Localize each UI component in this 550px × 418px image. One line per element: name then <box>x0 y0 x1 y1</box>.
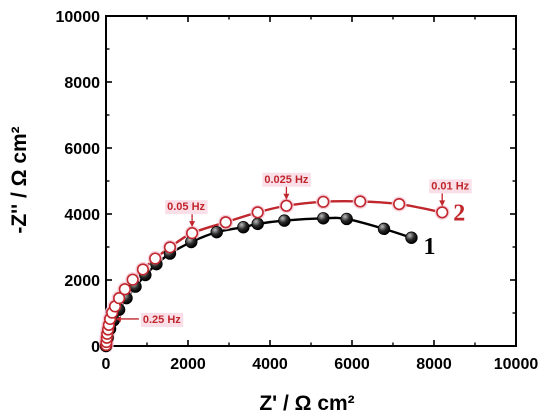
series-1-point <box>237 220 250 234</box>
series-2-point <box>149 252 162 265</box>
series-1-point <box>278 214 291 227</box>
series-1-point <box>377 222 391 236</box>
series-2-label: 2 <box>453 200 465 226</box>
series-1-point <box>210 225 223 239</box>
series-2-point <box>163 241 177 254</box>
y-axis-title: -Z'' / Ω cm² <box>8 126 31 233</box>
annotation-label: 0.05 Hz <box>167 201 205 213</box>
y-tick-label: 6000 <box>64 141 100 158</box>
tick-labels: 0 2000 4000 6000 8000 10000 0 2000 4000 6000 8000 1… <box>56 9 539 373</box>
y-tick-label: 4000 <box>64 207 100 224</box>
annotation-highlight <box>140 312 184 327</box>
series-1-point <box>317 212 330 225</box>
y-tick-label: 0 <box>91 339 100 356</box>
series-2-point <box>251 206 264 219</box>
series-2-point <box>317 195 330 208</box>
x-tick-label: 0 <box>102 356 111 373</box>
annotation-arrowhead <box>283 193 290 200</box>
y-tick-label: 2000 <box>64 273 100 290</box>
series-2-point <box>186 227 199 240</box>
annotation-highlight <box>165 200 208 215</box>
data-points <box>98 193 450 353</box>
tick-marks <box>105 15 517 347</box>
series-2-point <box>118 283 131 296</box>
series-2-point <box>219 216 232 229</box>
series-1-point <box>405 231 418 244</box>
annotation-arrowhead <box>115 315 121 322</box>
series-2-point <box>136 263 149 276</box>
x-axis-title: Z' / Ω cm² <box>259 392 354 415</box>
series-2-point <box>393 198 406 211</box>
annotation-highlight <box>429 179 472 194</box>
x-tick-label: 8000 <box>416 356 452 373</box>
x-tick-label: 6000 <box>334 356 370 373</box>
annotation-label: 0.025 Hz <box>264 174 309 186</box>
series-2-point <box>436 206 449 219</box>
frequency-annotations: 0.25 Hz 0.05 Hz 0.025 Hz 0.01 Hz <box>115 172 472 327</box>
x-tick-label: 10000 <box>494 356 539 373</box>
series-2-point <box>113 292 126 305</box>
series-2-point <box>354 195 367 208</box>
annotation-highlight <box>262 172 311 187</box>
annotation-label: 0.25 Hz <box>143 314 181 326</box>
x-tick-label: 2000 <box>170 356 206 373</box>
series-1-label: 1 <box>423 234 435 260</box>
series-1-point <box>251 217 264 231</box>
x-tick-label: 4000 <box>252 356 288 373</box>
annotation-arrowhead <box>439 200 446 207</box>
series-2-point <box>280 199 293 212</box>
series-2-point <box>126 273 139 286</box>
series-1-point <box>340 212 353 226</box>
annotation-label: 0.01 Hz <box>431 180 469 192</box>
y-tick-label: 10000 <box>56 9 101 26</box>
y-tick-label: 8000 <box>64 75 100 92</box>
annotation-arrowhead <box>189 221 196 228</box>
